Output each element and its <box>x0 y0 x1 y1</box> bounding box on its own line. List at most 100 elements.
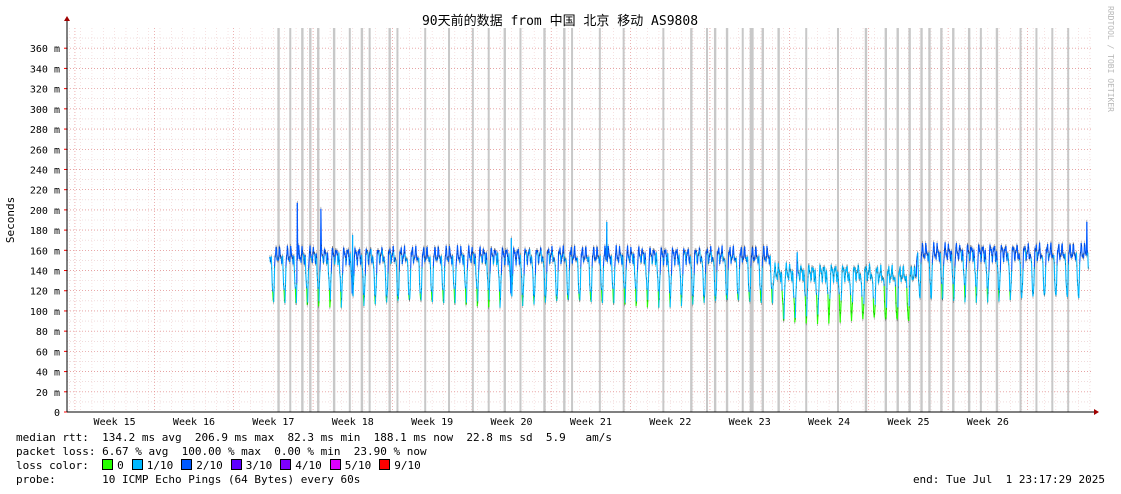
loss-band <box>289 28 292 412</box>
loss-band <box>928 28 931 412</box>
loss-color-item: 9/10 <box>379 459 421 472</box>
loss-band <box>725 28 729 412</box>
x-tick-label: Week 15 <box>94 417 136 428</box>
y-tick-label: 340 m <box>30 64 60 75</box>
x-tick-label: Week 19 <box>411 417 453 428</box>
loss-band <box>301 28 304 412</box>
y-tick-label: 160 m <box>30 246 60 257</box>
loss-color-swatch <box>280 459 292 470</box>
x-tick-label: Week 23 <box>729 417 771 428</box>
loss-color-swatch <box>230 459 242 470</box>
probe-text: 10 ICMP Echo Pings (64 Bytes) every 60s <box>102 473 361 486</box>
loss-band <box>690 28 693 412</box>
legend-rtt: median rtt: 134.2 ms avg 206.9 ms max 82… <box>16 431 612 445</box>
loss-color-item: 4/10 <box>280 459 322 472</box>
loss-color-text: 3/10 <box>245 459 273 472</box>
x-tick-label: Week 21 <box>570 417 612 428</box>
loss-band <box>487 28 490 412</box>
loss-band <box>805 28 808 412</box>
x-tick-label: Week 17 <box>252 417 294 428</box>
y-tick-label: 320 m <box>30 85 60 96</box>
loss-band <box>979 28 982 412</box>
loss-bands <box>277 28 1070 412</box>
y-tick-label: 200 m <box>30 206 60 217</box>
loss-color-swatch <box>329 459 341 470</box>
x-tick-label: Week 24 <box>808 417 850 428</box>
loss-band <box>332 28 336 412</box>
y-axis-label: Seconds <box>4 197 17 243</box>
loss-band <box>967 28 971 412</box>
x-axis-arrow <box>1094 409 1099 415</box>
y-tick-label: 20 m <box>36 388 60 399</box>
y-tick-label: 80 m <box>36 327 60 338</box>
loss-band <box>920 28 923 412</box>
loss-band <box>749 28 754 412</box>
loss-band <box>388 28 391 412</box>
legend-loss: packet loss: 6.67 % avg 100.00 % max 0.0… <box>16 445 427 459</box>
watermark: RRDTOOL / TOBI OETIKER <box>1106 6 1115 112</box>
y-axis-arrow <box>64 16 70 21</box>
loss-band <box>317 28 320 412</box>
loss-label: packet loss: <box>16 445 96 458</box>
loss-band <box>1019 28 1022 412</box>
rtt-label: median rtt: <box>16 431 89 444</box>
loss-band <box>563 28 566 412</box>
loss-color-text: 1/10 <box>146 459 174 472</box>
x-tick-labels: Week 15 Week 16 Week 17 Week 18 Week 19 Week … <box>94 417 1009 428</box>
loss-color-swatch <box>181 459 193 470</box>
y-tick-label: 0 <box>54 408 60 419</box>
loss-color-swatch <box>131 459 143 470</box>
legend-probe: probe: 10 ICMP Echo Pings (64 Bytes) eve… <box>16 473 360 487</box>
rtt-series <box>268 200 1089 326</box>
loss-band <box>598 28 601 412</box>
loss-band <box>741 28 744 412</box>
loss-color-item: 3/10 <box>230 459 273 472</box>
loss-color-text: 2/10 <box>196 459 223 472</box>
loss-band <box>1067 28 1070 412</box>
loss-band <box>884 28 887 412</box>
loss-band <box>543 28 546 412</box>
y-tick-label: 60 m <box>36 347 60 358</box>
y-tick-label: 220 m <box>30 186 60 197</box>
loss-color-text: 0 <box>117 459 124 472</box>
x-tick-label: Week 16 <box>173 417 215 428</box>
loss-band <box>777 28 780 412</box>
x-tick-label: Week 26 <box>967 417 1009 428</box>
loss-band <box>864 28 868 412</box>
loss-band <box>571 28 574 412</box>
y-tick-label: 180 m <box>30 226 60 237</box>
loss-color-items: 0 1/10 2/10 3/10 4/10 5/10 9/10 <box>102 459 429 472</box>
y-tick-label: 260 m <box>30 145 60 156</box>
loss-color-text: 9/10 <box>394 459 421 472</box>
legend-end-time: end: Tue Jul 1 23:17:29 2025 <box>912 473 1105 486</box>
x-tick-label: Week 18 <box>332 417 374 428</box>
y-tick-label: 300 m <box>30 105 60 116</box>
loss-band <box>277 28 280 412</box>
loss-band <box>995 28 999 412</box>
x-tick-label: Week 25 <box>887 417 929 428</box>
axes <box>64 16 1099 415</box>
y-tick-label: 140 m <box>30 267 60 278</box>
loss-band <box>503 28 506 412</box>
loss-band <box>360 28 364 412</box>
loss-color-swatch <box>102 459 114 470</box>
loss-band <box>471 28 474 412</box>
y-tick-labels: 0 20 m 40 m 60 m 80 m 100 m 120 m 140 m 160 m 180… <box>30 44 60 419</box>
grid-major <box>67 28 1091 412</box>
loss-band <box>368 28 371 412</box>
loss-color-label: loss color: <box>16 459 89 472</box>
loss-color-item: 1/10 <box>131 459 174 472</box>
loss-band <box>622 28 625 412</box>
loss-color-text: 4/10 <box>295 459 322 472</box>
x-tick-label: Week 20 <box>490 417 532 428</box>
loss-band <box>448 28 451 412</box>
y-tick-label: 240 m <box>30 165 60 176</box>
loss-color-item: 2/10 <box>181 459 223 472</box>
loss-band <box>309 28 312 412</box>
loss-band <box>713 28 717 412</box>
loss-band <box>519 28 522 412</box>
loss-band <box>396 28 399 412</box>
loss-band <box>662 28 665 412</box>
legend-loss-color: loss color: 0 1/10 2/10 3/10 4/10 5/10 9/10 <box>16 459 429 473</box>
loss-color-text: 5/10 <box>344 459 372 472</box>
